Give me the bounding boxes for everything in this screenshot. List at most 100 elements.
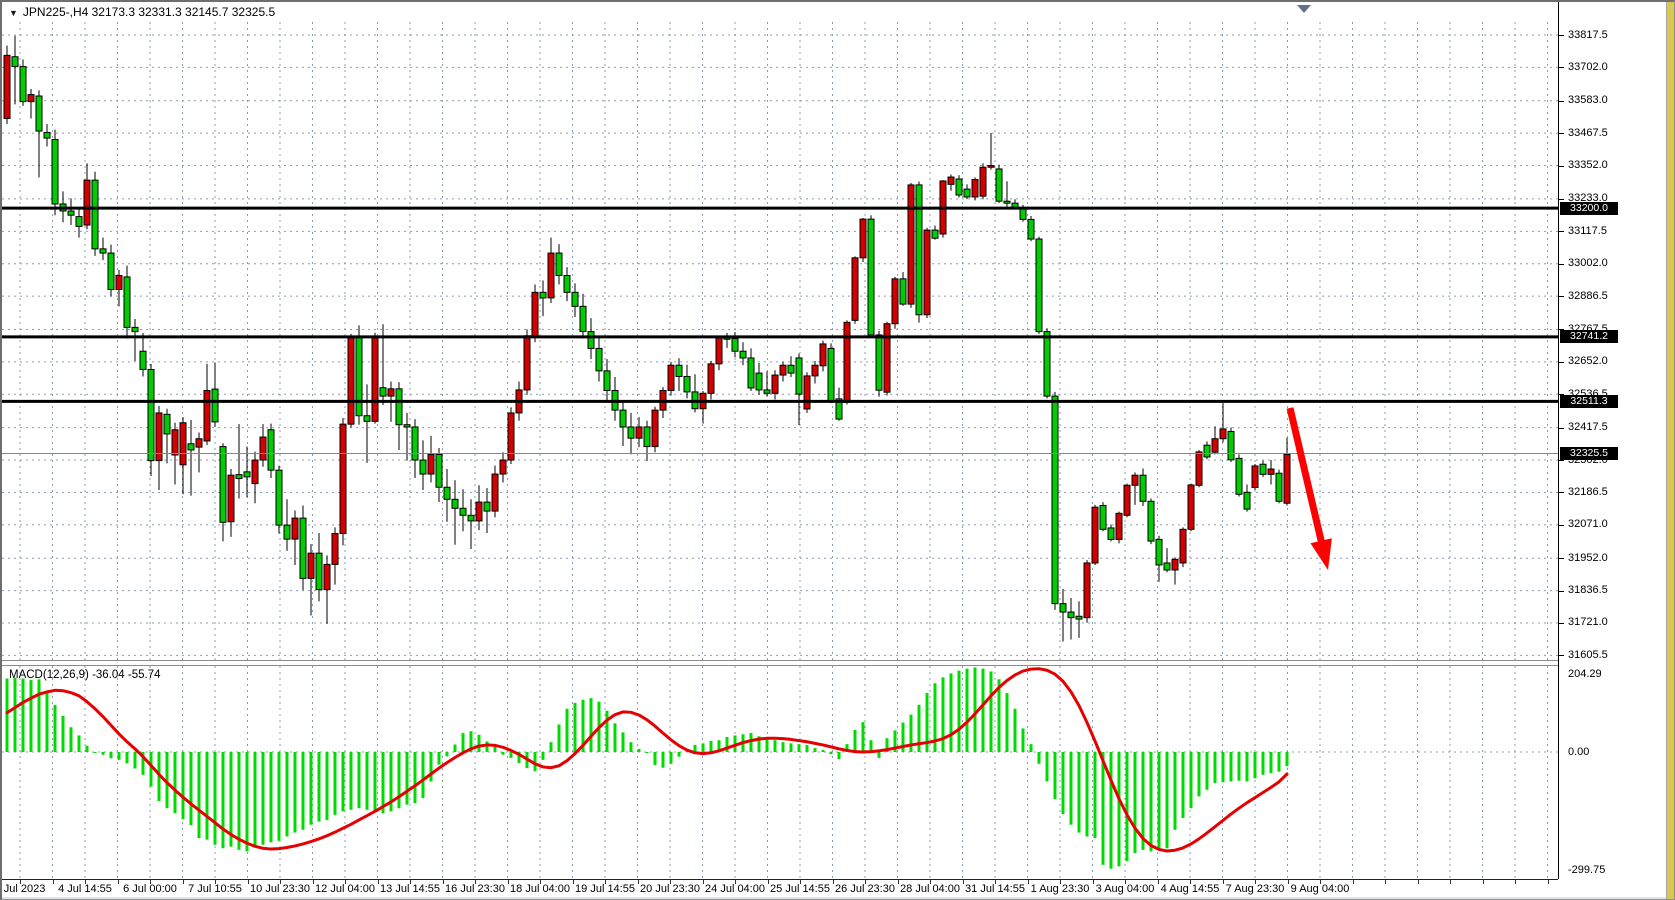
current-price-tag: 32325.5 [1560, 446, 1618, 460]
time-axis-label: 28 Jul 04:00 [900, 883, 960, 895]
time-axis-tick [182, 880, 184, 884]
price-axis-label: 33467.5 [1568, 126, 1608, 139]
panel-splitter[interactable] [2, 660, 1558, 666]
price-axis-label: 33117.5 [1568, 224, 1607, 237]
hline-price-tag: 32741.2 [1560, 330, 1618, 344]
price-axis-tick [1559, 492, 1564, 494]
time-axis-tick [475, 880, 476, 884]
price-axis-tick [1559, 460, 1564, 462]
time-axis-tick [572, 880, 574, 884]
time-axis-tick [117, 880, 119, 884]
macd-indicator-label: MACD(12,26,9) -36.04 -55.74 [9, 669, 161, 681]
time-axis-tick [800, 880, 801, 884]
time-axis-tick [345, 880, 346, 884]
time-axis-tick [702, 880, 704, 884]
price-axis-label: 31721.0 [1568, 616, 1608, 629]
price-axis-tick [1559, 67, 1564, 69]
price-axis-label: 32417.5 [1568, 421, 1608, 434]
time-axis-label: 3 Aug 04:00 [1095, 883, 1155, 895]
time-axis-label: 19 Jul 14:55 [575, 883, 635, 895]
time-axis-tick [1060, 880, 1061, 884]
price-axis-tick [1559, 655, 1564, 657]
price-chart-canvas[interactable] [2, 2, 1558, 660]
time-axis-tick [1515, 880, 1516, 884]
time-axis-tick [52, 880, 54, 884]
time-axis-tick [540, 880, 541, 884]
price-axis-label: 33002.0 [1568, 257, 1608, 270]
price-axis-tick [1559, 263, 1564, 265]
hline-price-tag: 32511.3 [1560, 394, 1618, 408]
time-axis-label: 6 Jul 00:00 [123, 883, 177, 895]
time-axis-label: 24 Jul 04:00 [705, 883, 765, 895]
time-axis-tick [1352, 880, 1354, 884]
time-axis-label: 1 Aug 23:30 [1030, 883, 1090, 895]
price-axis-tick [1559, 622, 1564, 624]
price-axis-label: 33233.0 [1568, 192, 1608, 205]
macd-axis-label: 204.29 [1568, 668, 1602, 680]
price-axis-tick [1559, 394, 1564, 396]
price-axis-tick [1559, 558, 1564, 560]
price-axis-label: 31836.5 [1568, 584, 1608, 597]
time-axis-tick [1417, 880, 1419, 884]
time-axis-tick [215, 880, 216, 884]
time-axis-tick [1547, 880, 1549, 884]
price-axis-label: 33352.0 [1568, 159, 1608, 172]
time-axis-label: 26 Jul 23:30 [835, 883, 895, 895]
price-axis[interactable]: 33817.5 33702.0 33583.0 33467.5 33352.0 33233… [1559, 2, 1665, 879]
time-axis-tick [1125, 880, 1126, 884]
time-axis-label: 13 Jul 14:55 [380, 883, 440, 895]
time-axis-tick [1320, 880, 1321, 884]
time-axis-tick [767, 880, 769, 884]
time-axis-tick [20, 880, 21, 884]
price-axis-border [1558, 2, 1559, 879]
time-axis-tick [930, 880, 931, 884]
time-axis-tick [247, 880, 249, 884]
time-axis-label: 25 Jul 14:55 [770, 883, 830, 895]
time-axis-tick [1385, 880, 1386, 884]
price-axis-tick [1559, 296, 1564, 298]
time-axis-tick [85, 880, 86, 884]
time-axis-tick [150, 880, 151, 884]
macd-panel-canvas[interactable] [2, 666, 1558, 880]
price-axis-label: 32186.5 [1568, 485, 1608, 498]
price-axis-tick [1559, 100, 1564, 102]
time-axis-label: 3 Jul 2023 [2, 883, 46, 895]
time-axis-tick [1157, 880, 1159, 884]
time-axis-tick [1190, 880, 1191, 884]
price-axis-label: 32071.0 [1568, 518, 1608, 531]
price-axis-tick [1559, 231, 1564, 233]
time-axis-label: 4 Aug 14:55 [1160, 883, 1220, 895]
price-axis-label: 33817.5 [1568, 28, 1608, 41]
price-axis-label: 31605.5 [1568, 648, 1608, 661]
time-axis-label: 7 Jul 10:55 [188, 883, 242, 895]
price-axis-tick [1559, 524, 1564, 526]
time-axis-label: 10 Jul 23:30 [250, 883, 310, 895]
time-axis-tick [670, 880, 671, 884]
time-axis-label: 12 Jul 04:00 [315, 883, 375, 895]
price-axis-tick [1559, 35, 1564, 36]
price-axis-tick [1559, 427, 1564, 429]
time-axis-tick [312, 880, 314, 884]
time-axis-tick [507, 880, 509, 884]
time-axis-tick [1482, 880, 1484, 884]
time-axis-tick [865, 880, 866, 884]
time-axis-tick [442, 880, 444, 884]
time-axis-tick [995, 880, 996, 884]
macd-axis-label: -299.75 [1568, 863, 1606, 876]
time-axis-tick [1222, 880, 1224, 884]
time-axis-tick [735, 880, 736, 884]
chart-shift-marker-icon[interactable] [1297, 5, 1311, 13]
time-axis-label: 31 Jul 14:55 [965, 883, 1025, 895]
time-axis-tick [1255, 880, 1256, 884]
price-axis-tick [1559, 329, 1564, 331]
time-axis-label: 7 Aug 23:30 [1225, 883, 1285, 895]
hline-price-tag: 33200.0 [1560, 201, 1618, 215]
time-axis-tick [962, 880, 964, 884]
symbol-dropdown-icon[interactable]: ▼ [9, 8, 18, 18]
time-axis-tick [1092, 880, 1094, 884]
price-axis-label: 33702.0 [1568, 60, 1608, 73]
time-axis-tick [377, 880, 379, 884]
time-axis-tick [832, 880, 834, 884]
time-axis[interactable]: 3 Jul 2023 4 Jul 14:55 6 Jul 00:00 7 Jul 10… [2, 879, 1558, 898]
time-axis-tick [410, 880, 411, 884]
